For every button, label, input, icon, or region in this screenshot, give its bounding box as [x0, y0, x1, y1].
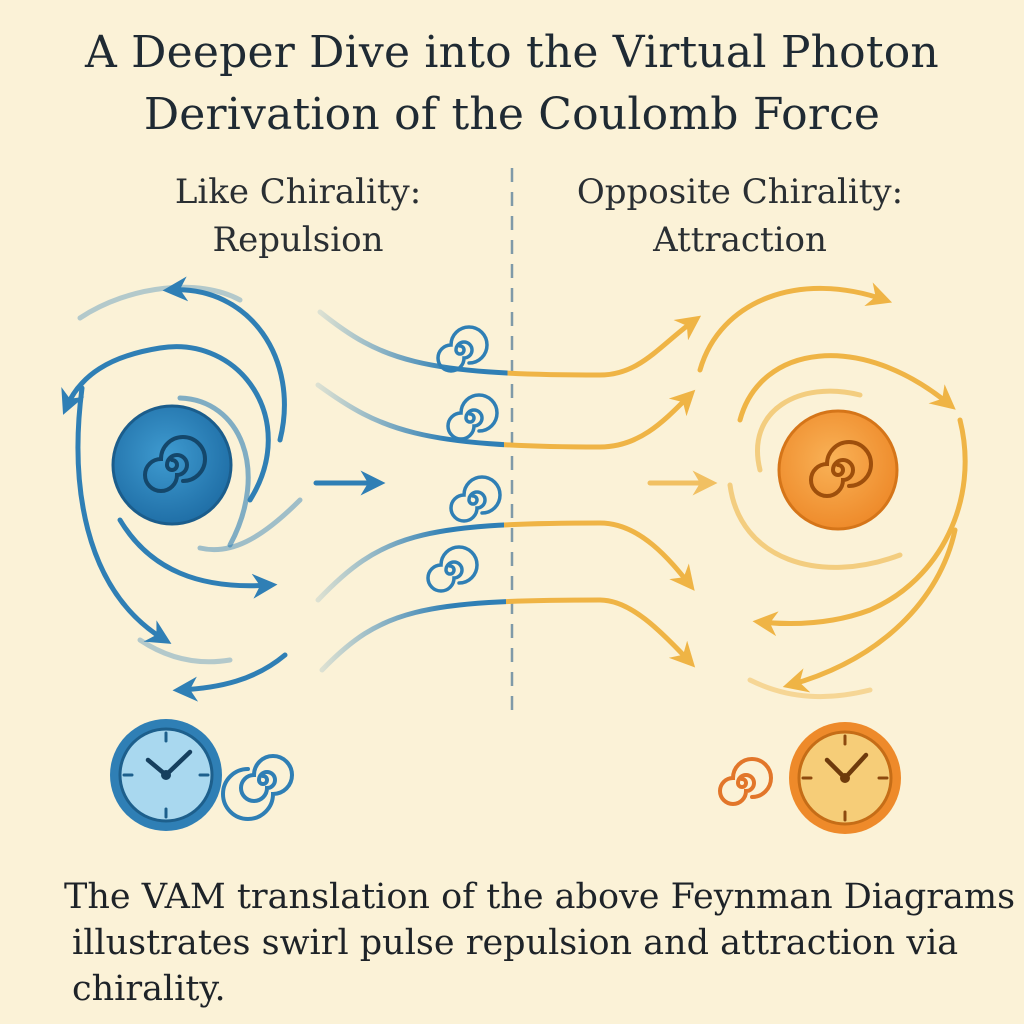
left-clock-icon: [110, 719, 222, 831]
exchange-streamline: [315, 382, 696, 450]
spiral-icon: [426, 545, 479, 593]
spiral-icon: [143, 435, 207, 493]
spiral-icon: [718, 757, 773, 806]
exchange-streamline: [317, 309, 702, 378]
caption-line-1: The VAM translation of the above Feynman…: [64, 877, 1016, 917]
spiral-icon: [446, 393, 499, 441]
like-chirality-label-line-2: Repulsion: [212, 220, 384, 260]
right-swirl-arrow: [747, 677, 873, 700]
left-swirl-arrow: [117, 517, 278, 599]
like-charge-particle: [111, 404, 233, 526]
spiral-icon: [809, 440, 873, 498]
like-chirality-label: Like Chirality: Repulsion: [128, 168, 468, 264]
left-swirl-arrow: [77, 284, 243, 321]
opposite-chirality-label: Opposite Chirality: Attraction: [570, 168, 910, 264]
spiral-icon: [449, 475, 502, 523]
exchange-streamline: [319, 597, 696, 673]
title-line-1: A Deeper Dive into the Virtual Photon: [85, 27, 939, 78]
right-swirl-arrow: [752, 417, 968, 637]
right-swirl-arrow: [737, 353, 956, 423]
right-swirl-arrow: [782, 527, 958, 693]
diagram-caption: The VAM translation of the above Feynman…: [64, 874, 1016, 1012]
diagram-title: A Deeper Dive into the Virtual Photon De…: [0, 22, 1024, 146]
left-swirl-arrow: [162, 276, 287, 443]
left-swirl-arrow: [61, 344, 271, 503]
opposite-charge-particle: [777, 409, 899, 531]
opposite-chirality-label-line-1: Opposite Chirality:: [576, 172, 904, 212]
caption-line-3: chirality.: [72, 969, 226, 1009]
right-swirl-arrow: [755, 388, 863, 473]
left-swirl-arrow: [137, 637, 233, 665]
left-swirl-arrow: [75, 385, 172, 644]
spiral-icon: [436, 325, 489, 373]
virtual-photon-spirals: [426, 325, 502, 593]
right-swirl-arrow: [697, 282, 893, 373]
right-vortex-streamlines: [697, 282, 968, 700]
title-line-2: Derivation of the Coulomb Force: [143, 89, 881, 140]
spiral-icon: [221, 754, 294, 821]
right-swirl-arrow: [727, 482, 903, 570]
opposite-chirality-label-line-2: Attraction: [653, 220, 827, 260]
left-swirl-arrow: [177, 395, 251, 548]
like-chirality-label-line-1: Like Chirality:: [174, 172, 422, 212]
caption-line-2: illustrates swirl pulse repulsion and at…: [72, 923, 959, 963]
right-clock-icon: [789, 722, 901, 834]
exchange-streamline: [315, 520, 695, 603]
exchange-streamlines: [315, 309, 702, 673]
left-swirl-arrow: [172, 652, 288, 702]
left-swirl-arrow: [197, 497, 303, 553]
left-vortex-streamlines: [61, 276, 303, 702]
